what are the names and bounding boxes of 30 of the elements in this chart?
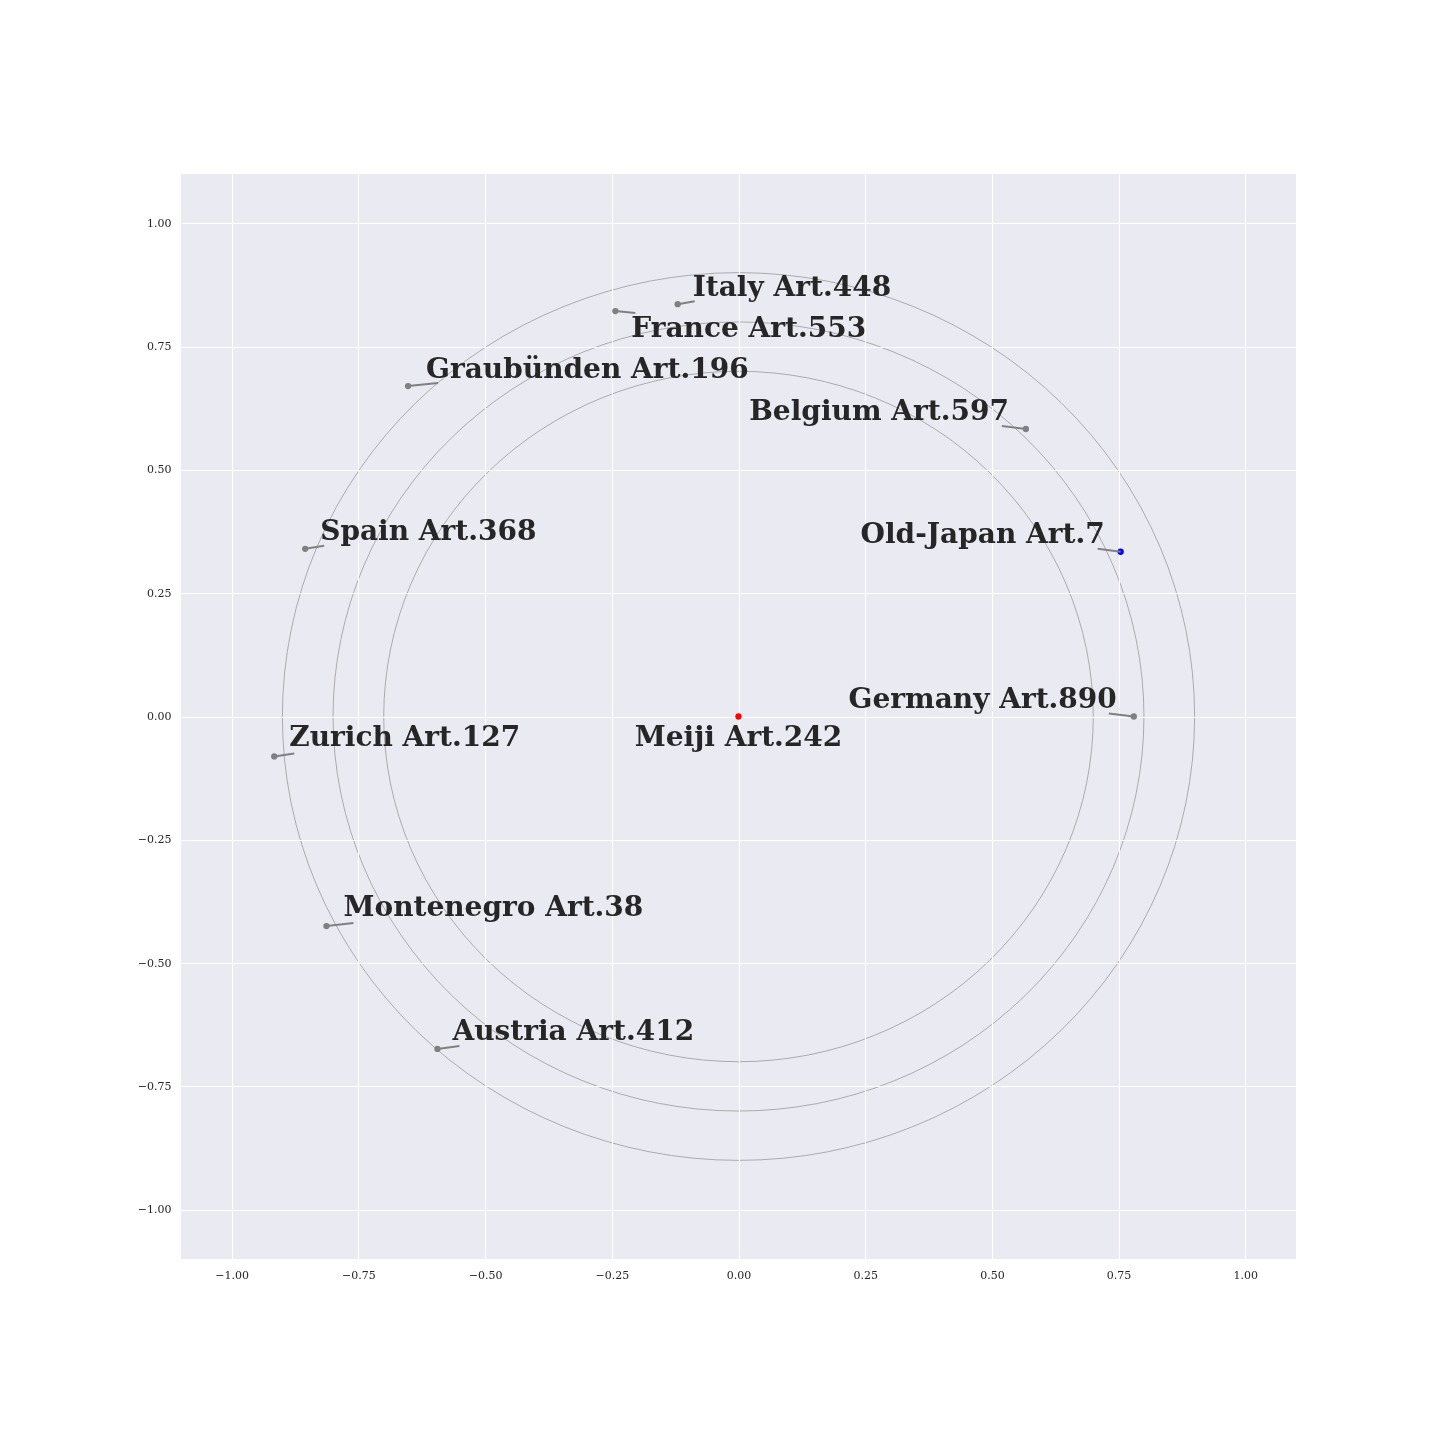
- annotation: Zurich Art.127: [289, 720, 521, 754]
- annotation: Italy Art.448: [692, 270, 892, 304]
- y-tick-label: 0.50: [147, 463, 172, 477]
- x-tick-label: 0.00: [726, 1268, 752, 1282]
- x-tick-label: 1.00: [1233, 1268, 1259, 1282]
- x-tick-label: 0.50: [980, 1268, 1005, 1282]
- y-tick-label: 0.75: [147, 340, 172, 354]
- point: [434, 1045, 441, 1053]
- x-tick-label: −0.25: [595, 1268, 630, 1282]
- y-tick-label: 0.25: [147, 586, 172, 600]
- x-tick-label: −0.50: [468, 1268, 503, 1282]
- y-tick-label: −0.75: [137, 1079, 172, 1093]
- y-tick-label: 1.00: [147, 216, 172, 230]
- y-tick-label: 0.00: [147, 710, 172, 723]
- y-tick-label: −0.25: [137, 833, 172, 847]
- annotation: Belgium Art.597: [749, 393, 1009, 427]
- annotation: Old-Japan Art.7: [860, 516, 1105, 550]
- annotation: France Art.553: [631, 311, 867, 345]
- annotation: Austria Art.412: [451, 1013, 695, 1047]
- annotation: Meiji Art.242: [634, 719, 843, 753]
- annotation: Spain Art.368: [320, 513, 537, 547]
- annotation: Montenegro Art.38: [343, 890, 644, 924]
- annotation: Graubünden Art.196: [426, 352, 749, 386]
- x-tick-label: −0.75: [342, 1268, 376, 1282]
- x-tick-label: 0.25: [853, 1268, 878, 1282]
- y-tick-label: −1.00: [137, 1203, 172, 1217]
- annotation: Germany Art.890: [848, 681, 1117, 715]
- x-tick-label: 0.75: [1106, 1268, 1132, 1282]
- x-tick-label: −1.00: [215, 1268, 250, 1282]
- y-tick-label: −0.50: [137, 956, 172, 970]
